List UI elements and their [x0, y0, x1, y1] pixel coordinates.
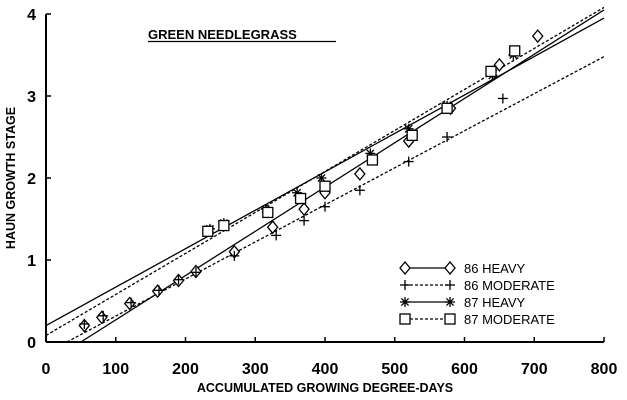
legend-label: 87 MODERATE — [464, 312, 555, 327]
data-point-plus — [400, 280, 410, 290]
data-point-diamond — [123, 296, 136, 311]
y-tick-label: 3 — [27, 89, 36, 106]
y-tick-label: 2 — [27, 171, 36, 188]
legend-label: 86 MODERATE — [464, 278, 555, 293]
data-point-square — [444, 313, 456, 325]
data-point-square — [441, 102, 453, 114]
data-point-square — [509, 45, 521, 57]
data-point-diamond — [493, 57, 506, 72]
fit-line — [45, 6, 605, 337]
data-point-diamond — [444, 260, 456, 276]
data-point-square — [202, 225, 214, 237]
legend-label: 87 HEAVY — [464, 295, 526, 310]
data-point-plus — [79, 318, 90, 329]
data-point-diamond — [95, 310, 108, 325]
data-point-plus — [497, 93, 508, 104]
data-points — [78, 29, 544, 333]
data-point-square — [485, 65, 497, 78]
y-tick-label: 0 — [27, 335, 36, 352]
data-point-square — [262, 206, 274, 219]
data-point-plus — [403, 156, 414, 167]
data-point-diamond — [266, 220, 279, 235]
x-tick-label: 100 — [102, 361, 129, 378]
data-point-square — [366, 154, 379, 166]
x-tick-label: 400 — [312, 361, 339, 378]
data-point-plus — [190, 267, 201, 278]
data-point-asterisk — [445, 297, 455, 307]
y-axis-title: HAUN GROWTH STAGE — [4, 107, 18, 249]
legend-item: 86 HEAVY — [399, 260, 526, 276]
data-point-square — [319, 180, 331, 192]
x-axis-title: ACCUMULATED GROWING DEGREE-DAYS — [197, 381, 453, 395]
data-point-diamond — [298, 202, 310, 217]
y-tick-label: 1 — [27, 253, 36, 270]
data-point-square — [294, 192, 307, 205]
data-point-square — [218, 219, 230, 232]
data-point-plus — [271, 230, 282, 241]
data-point-diamond — [354, 166, 366, 181]
data-point-diamond — [531, 29, 544, 44]
data-point-square — [406, 129, 418, 142]
data-point-asterisk — [400, 297, 410, 307]
x-tick-label: 200 — [172, 361, 199, 378]
data-point-plus — [98, 310, 109, 321]
legend-label: 86 HEAVY — [464, 261, 526, 276]
data-point-plus — [320, 201, 330, 212]
data-point-plus — [299, 215, 310, 226]
x-tick-label: 800 — [591, 361, 618, 378]
x-tick-label: 300 — [242, 361, 269, 378]
fit-line — [80, 9, 605, 343]
y-tick-label: 4 — [27, 7, 36, 24]
data-point-diamond — [399, 260, 411, 276]
data-point-plus — [153, 285, 164, 296]
legend-item: 86 MODERATE — [400, 278, 555, 293]
chart-title: GREEN NEEDLEGRASS — [148, 27, 297, 42]
ticks: 0 100 200 300 400 500 600 700 800 0 1 2 3 4 — [27, 7, 617, 378]
x-tick-label: 500 — [381, 361, 408, 378]
x-tick-label: 0 — [42, 361, 51, 378]
data-point-plus — [126, 297, 137, 308]
data-point-plus — [445, 280, 455, 290]
legend-item: 87 MODERATE — [399, 312, 555, 327]
data-point-plus — [442, 132, 453, 142]
legend-item: 87 HEAVY — [400, 295, 526, 310]
data-point-plus — [354, 185, 365, 196]
data-point-plus — [229, 250, 240, 261]
data-point-diamond — [151, 284, 164, 299]
data-point-square — [399, 313, 411, 325]
legend: 86 HEAVY 86 MODERATE 87 HEAVY 87 MODERATE — [399, 260, 555, 327]
data-point-plus — [173, 274, 184, 285]
fit-line — [45, 17, 605, 327]
x-tick-label: 600 — [451, 361, 478, 378]
x-tick-label: 700 — [521, 361, 548, 378]
